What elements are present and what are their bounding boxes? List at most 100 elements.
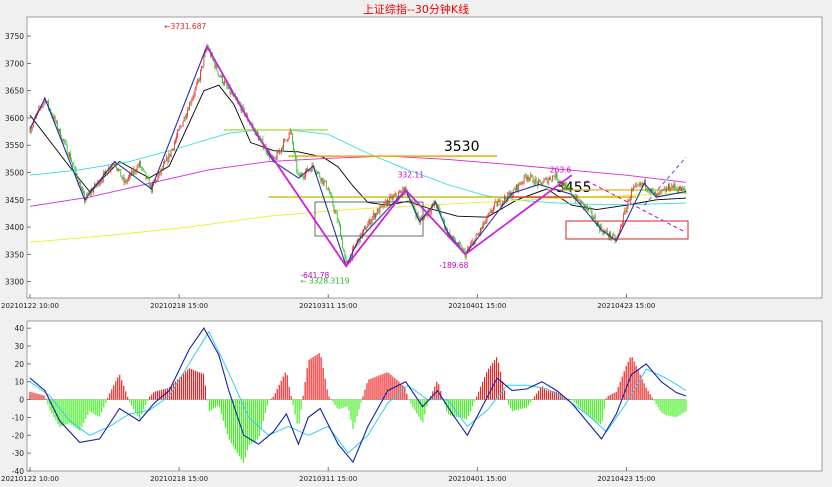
macd-histogram-bar <box>458 399 460 418</box>
candle-body <box>646 188 648 190</box>
macd-histogram-bar <box>541 386 544 400</box>
candle-body <box>224 81 225 85</box>
macd-histogram-bar <box>507 399 510 405</box>
candle-body <box>662 189 664 191</box>
trend-dashed-line <box>586 180 687 233</box>
macd-histogram-bar <box>298 399 300 424</box>
macd-histogram-bar <box>101 399 103 413</box>
candle-body <box>99 182 101 186</box>
candle-body <box>522 182 524 184</box>
candle-body <box>442 219 444 221</box>
macd-histogram-bar <box>416 399 418 414</box>
candle-body <box>518 182 520 191</box>
candle-body <box>398 192 399 198</box>
candle-body <box>295 153 297 159</box>
candle-body <box>617 233 619 238</box>
macd-histogram-bar <box>264 399 266 414</box>
macd-histogram-bar <box>97 399 99 417</box>
candle-body <box>626 206 628 213</box>
macd-histogram-bar <box>549 390 552 400</box>
macd-histogram-bar <box>521 399 524 409</box>
candle-body <box>568 187 570 191</box>
macd-histogram-bar <box>222 399 225 421</box>
candle-body <box>175 140 176 144</box>
price-annotation: -641.78 <box>300 271 329 280</box>
candle-body <box>143 168 145 171</box>
macd-histogram-bar <box>657 399 659 408</box>
macd-histogram-bar <box>677 399 679 417</box>
candle-body <box>342 238 344 249</box>
macd-histogram-bar <box>296 399 298 424</box>
candle-body <box>558 181 560 183</box>
candle-body <box>220 75 222 78</box>
candle-body <box>541 182 543 186</box>
candle-body <box>539 180 540 182</box>
macd-histogram-bar <box>51 399 53 414</box>
candle-body <box>552 175 553 181</box>
candle-body <box>597 222 598 226</box>
macd-histogram-bar <box>663 399 665 415</box>
candle-body <box>278 151 280 154</box>
candle-body <box>680 186 681 191</box>
macd-histogram-bar <box>340 399 342 409</box>
candle-body <box>294 150 295 154</box>
macd-histogram-bar <box>517 399 520 410</box>
candle-body <box>428 211 430 213</box>
macd-histogram-bar <box>505 399 508 401</box>
macd-histogram-bar <box>402 385 404 400</box>
candle-body <box>557 180 559 182</box>
macd-histogram-bar <box>493 360 496 400</box>
candle-body <box>525 176 527 180</box>
candle-body <box>304 176 305 178</box>
candle-body <box>122 176 124 179</box>
candle-body <box>636 184 638 186</box>
candle-body <box>424 215 426 220</box>
macd-histogram-bar <box>482 381 484 400</box>
candle-body <box>182 121 184 127</box>
candle-body <box>612 234 614 239</box>
macd-histogram-bar <box>188 368 191 400</box>
candle-body <box>125 180 127 183</box>
macd-histogram-bar <box>49 399 51 411</box>
candle-body <box>226 82 228 87</box>
candle-body <box>331 194 333 198</box>
candle-body <box>363 229 364 233</box>
macd-histogram-bar <box>647 390 649 400</box>
candle-body <box>158 171 160 176</box>
candle-body <box>581 201 583 203</box>
candle-body <box>519 182 521 185</box>
candle-body <box>195 84 197 89</box>
candle-body <box>630 189 632 198</box>
candle-body <box>532 176 534 183</box>
macd-histogram-bar <box>673 399 675 417</box>
candle-body <box>309 169 311 171</box>
macd-histogram-bar <box>671 399 673 417</box>
kline-plot-area <box>26 16 823 299</box>
candle-body <box>460 244 462 247</box>
macd-histogram-bar <box>382 374 384 400</box>
candle-body <box>181 125 183 127</box>
candle-body <box>83 190 84 194</box>
candle-body <box>613 234 615 236</box>
macd-histogram-bar <box>83 399 85 423</box>
candle-body <box>520 184 522 185</box>
candle-body <box>564 182 566 190</box>
candle-body <box>623 213 625 223</box>
macd-histogram-bar <box>488 368 490 400</box>
macd-histogram-bar <box>168 387 171 400</box>
macd-histogram-bar <box>685 399 687 412</box>
candle-body <box>119 169 121 170</box>
macd-histogram-bar <box>645 387 647 400</box>
candle-body <box>588 208 590 210</box>
candle-body <box>192 96 194 100</box>
candle-body <box>417 213 419 218</box>
candle-body <box>67 153 69 157</box>
candle-body <box>681 187 683 191</box>
macd-histogram-bar <box>603 399 605 410</box>
macd-histogram-bar <box>99 399 101 417</box>
kline-x-tick-label: 20210423 15:00 <box>597 302 655 310</box>
candle-body <box>75 167 77 174</box>
macd-x-tick-label: 20210218 15:00 <box>150 475 208 483</box>
candle-body <box>675 188 677 189</box>
macd-histogram-bar <box>358 399 360 410</box>
